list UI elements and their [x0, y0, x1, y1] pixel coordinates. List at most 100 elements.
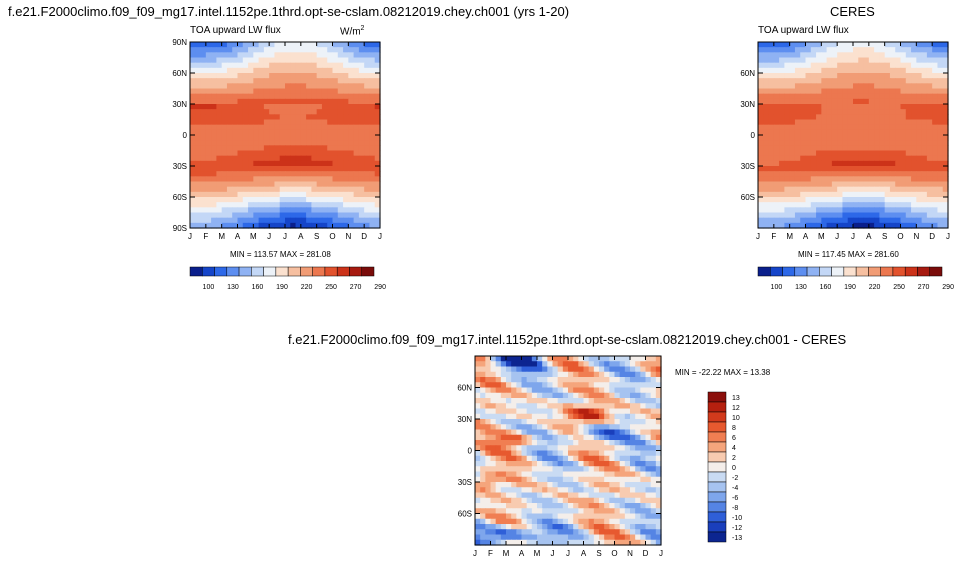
model-cell [306, 62, 312, 69]
model-cell [253, 67, 260, 74]
obs-cell [784, 140, 791, 146]
diff-cell [480, 361, 486, 368]
model-cell [337, 52, 344, 59]
obs-cell [879, 129, 886, 136]
obs-cell [821, 52, 828, 59]
model-cell [200, 52, 207, 59]
obs-cell [831, 98, 838, 105]
obs-cell [900, 186, 907, 193]
obs-cell [879, 83, 886, 90]
diff-cell [614, 529, 621, 536]
diff-cell [495, 450, 502, 457]
diff-cell [624, 450, 631, 457]
model-xtick-label: D [361, 232, 367, 241]
diff-cell [475, 482, 481, 488]
obs-cell [800, 155, 807, 162]
obs-cell [895, 155, 902, 162]
model-cell [348, 83, 355, 90]
diff-cell [506, 508, 512, 515]
obs-cell [916, 119, 923, 126]
diff-cell [655, 487, 662, 494]
model-cell [290, 207, 297, 214]
model-cell [353, 114, 360, 121]
model-cell [369, 73, 376, 79]
diff-cell [655, 387, 662, 394]
model-cell [253, 129, 260, 136]
model-cell [295, 93, 302, 100]
obs-cell [800, 73, 807, 79]
model-cell [205, 160, 212, 167]
model-cell [242, 217, 249, 224]
obs-cell [794, 171, 801, 177]
diff-cell [630, 366, 636, 373]
obs-ytick-label: 60S [741, 193, 755, 202]
diff-cell [635, 424, 641, 431]
obs-cell [773, 145, 780, 152]
obs-cell [858, 197, 865, 203]
diff-cell [604, 476, 610, 483]
obs-cell [784, 83, 791, 90]
obs-cell [858, 202, 865, 208]
model-cell [290, 217, 297, 224]
model-cell [211, 186, 217, 193]
obs-cell [937, 176, 944, 183]
model-cell [195, 140, 202, 146]
diff-colorbar-swatch [707, 491, 727, 503]
diff-cell [495, 361, 502, 368]
obs-cell [889, 93, 896, 100]
obs-cell [800, 57, 807, 64]
obs-cell [884, 42, 891, 48]
obs-cell [831, 129, 838, 136]
obs-cell [826, 140, 833, 146]
model-cell [211, 222, 217, 229]
obs-cell [816, 207, 822, 214]
model-cell [200, 42, 207, 48]
model-cell [364, 114, 371, 121]
diff-cell [526, 524, 533, 530]
obs-cell [926, 181, 933, 188]
obs-cell [842, 67, 849, 74]
diff-cell [480, 424, 486, 431]
diff-cell [485, 529, 492, 536]
diff-cell [490, 371, 497, 378]
diff-cell [537, 492, 543, 499]
diff-cell [531, 366, 538, 373]
model-cell [332, 42, 339, 48]
obs-cell [805, 109, 812, 115]
obs-cell [863, 62, 870, 69]
model-cell [316, 88, 323, 95]
diff-cell [500, 387, 507, 394]
obs-cell [858, 171, 865, 177]
diff-cell [537, 398, 543, 404]
model-cell [232, 202, 239, 208]
diff-cell [521, 471, 528, 478]
obs-cell [853, 181, 859, 188]
obs-cell [911, 217, 917, 224]
diff-cell [573, 387, 579, 394]
model-cell [274, 207, 281, 214]
diff-cell [583, 476, 590, 483]
diff-cell [624, 387, 631, 394]
model-cell [311, 83, 318, 90]
diff-cell [542, 403, 548, 410]
diff-cell [531, 356, 538, 362]
diff-cell [645, 513, 652, 520]
obs-cell [805, 166, 812, 172]
model-cell [353, 98, 360, 105]
obs-cell [794, 181, 801, 188]
obs-cell [816, 135, 822, 141]
obs-cell [768, 171, 775, 177]
model-cell [216, 42, 223, 48]
diff-cell [516, 524, 523, 530]
obs-colorbar-swatch [782, 266, 796, 277]
model-cell [295, 217, 302, 224]
diff-cell [542, 476, 548, 483]
model-cell [216, 62, 223, 69]
diff-ytick-label: 30N [457, 415, 472, 424]
diff-cell [640, 445, 647, 452]
diff-cell [604, 403, 610, 410]
model-cell [221, 160, 228, 167]
diff-cell [583, 377, 590, 383]
diff-cell [552, 371, 559, 378]
diff-cell [635, 539, 641, 546]
